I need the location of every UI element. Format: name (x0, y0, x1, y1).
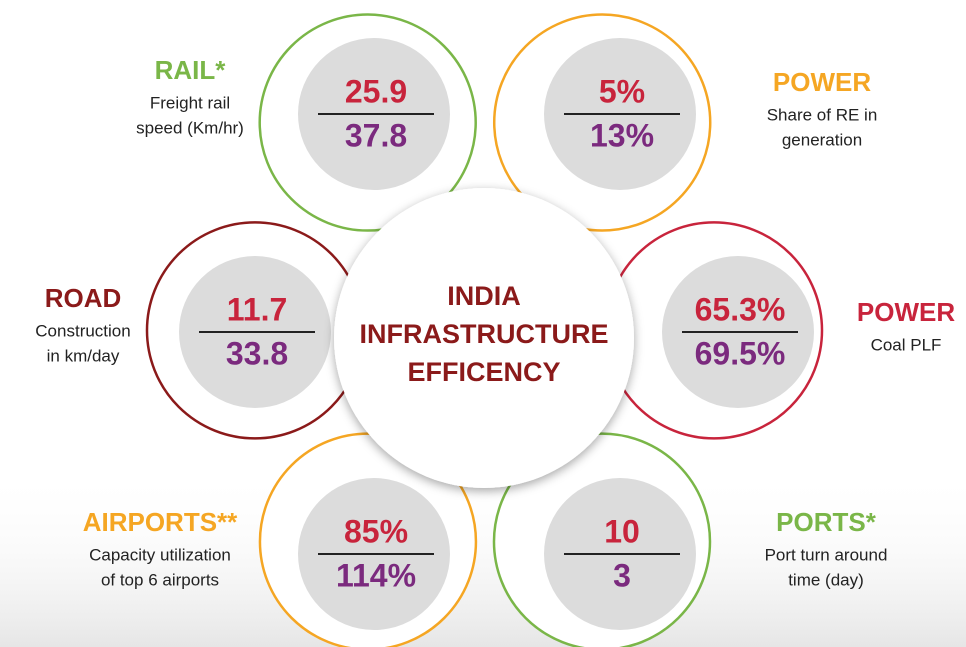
bottom-value: 114% (336, 557, 416, 593)
title-line: INFRASTRUCTURE (360, 319, 609, 349)
sector-description: Capacity utilization (89, 545, 231, 564)
sector-description: Share of RE in (767, 105, 878, 124)
bottom-value: 13% (590, 117, 654, 153)
sector-description: Coal PLF (871, 335, 942, 354)
sector-label: PORTS* (776, 507, 877, 537)
bottom-value: 37.8 (345, 117, 407, 153)
sector-description: generation (782, 130, 862, 149)
top-value: 25.9 (345, 73, 407, 109)
sector-label: POWER (857, 297, 955, 327)
top-value: 5% (599, 73, 645, 109)
sector-description: speed (Km/hr) (136, 118, 244, 137)
sector-label: POWER (773, 67, 871, 97)
sector-label: AIRPORTS** (83, 507, 238, 537)
sector-description: Port turn around (765, 545, 888, 564)
sector-description: Freight rail (150, 93, 230, 112)
infographic: 25.9 37.8 5% 13% 11.7 33.8 65.3% 69.5% 85% 114% 10… (0, 0, 966, 647)
top-value: 85% (344, 513, 408, 549)
top-value: 65.3% (695, 291, 786, 327)
top-value: 10 (604, 513, 640, 549)
sector-description: of top 6 airports (101, 570, 219, 589)
bottom-value: 3 (613, 557, 631, 593)
sector-description: in km/day (47, 346, 120, 365)
sector-label: RAIL* (155, 55, 227, 85)
sector-label: ROAD (45, 283, 122, 313)
title-line: EFFICENCY (407, 357, 560, 387)
page: 25.9 37.8 5% 13% 11.7 33.8 65.3% 69.5% 85% 114% 10… (0, 0, 966, 647)
bottom-value: 69.5% (695, 335, 786, 371)
sector-description: Construction (35, 321, 130, 340)
title-line: INDIA (447, 281, 521, 311)
sector-description: time (day) (788, 570, 864, 589)
top-value: 11.7 (227, 291, 288, 327)
bottom-value: 33.8 (226, 335, 288, 371)
